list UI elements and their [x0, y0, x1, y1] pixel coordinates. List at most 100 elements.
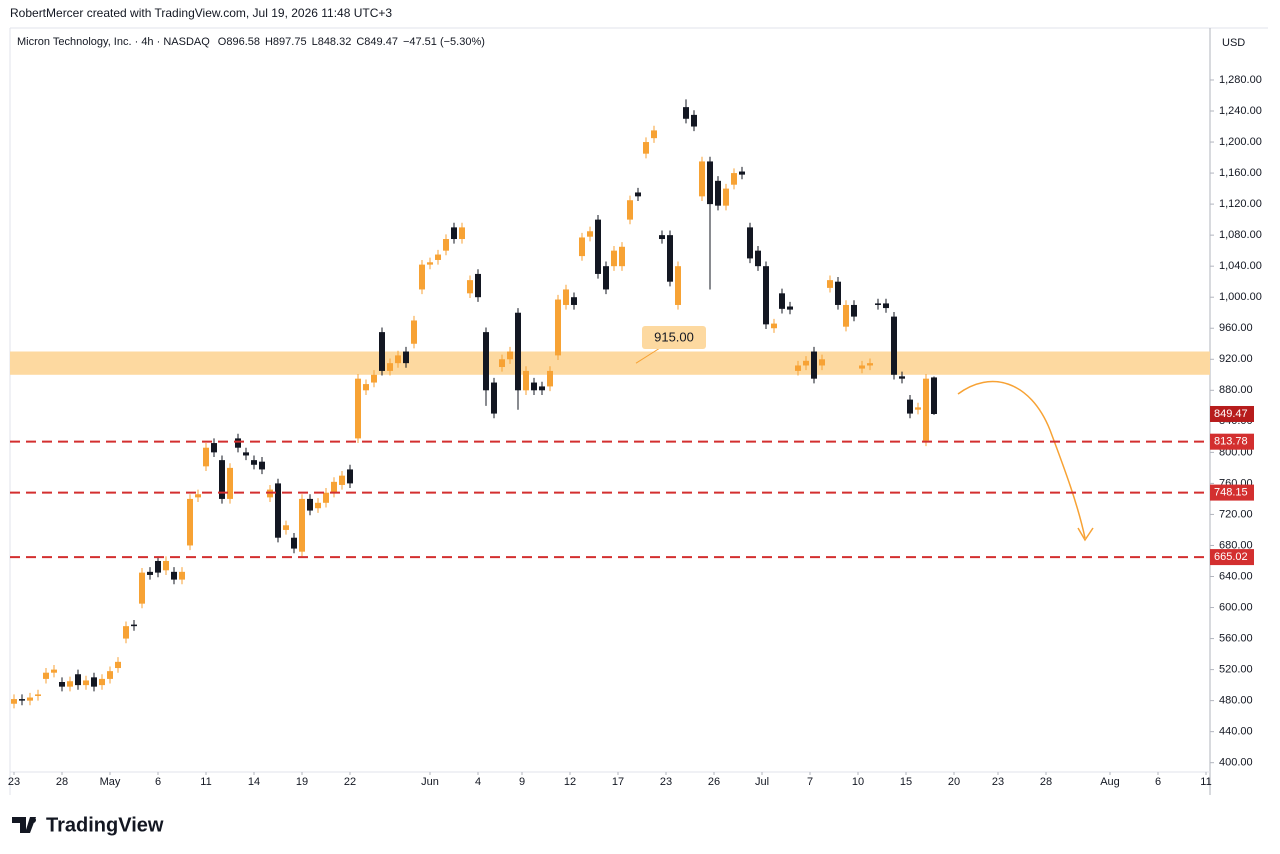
forecast-arrow — [957, 380, 1086, 539]
candle-body — [579, 237, 585, 257]
candle-body — [211, 443, 217, 453]
ohlc: L848.32 — [312, 36, 352, 48]
x-tick-label: 23 — [660, 776, 672, 788]
zone — [10, 351, 1210, 375]
candle-body — [859, 365, 865, 369]
x-tick-label: 6 — [155, 776, 161, 788]
candle-body — [803, 360, 809, 366]
x-tick-label: 28 — [56, 776, 68, 788]
candle-body — [819, 359, 825, 366]
candle-body — [171, 571, 177, 580]
candle-body — [363, 384, 369, 391]
level-label: 813.78 — [1214, 436, 1248, 448]
arrow-head — [1077, 527, 1094, 542]
candle-body — [451, 227, 457, 240]
x-tick-label: 4 — [475, 776, 481, 788]
candle-body — [771, 323, 777, 329]
y-tick-label: 1,280.00 — [1219, 74, 1262, 86]
candle-body — [699, 161, 705, 197]
candle-body — [251, 460, 257, 465]
x-tick-label: 23 — [992, 776, 1004, 788]
candle-body — [827, 280, 833, 288]
x-tick-label: 10 — [852, 776, 864, 788]
y-tick-label: 1,080.00 — [1219, 229, 1262, 241]
candle-body — [587, 231, 593, 237]
candle-body — [795, 365, 801, 371]
candle-body — [275, 483, 281, 538]
candle-body — [875, 303, 881, 305]
candle-body — [139, 572, 145, 604]
candle-body — [651, 130, 657, 139]
candle-body — [627, 200, 633, 220]
candle-body — [339, 475, 345, 485]
candle-body — [259, 461, 265, 470]
x-tick-label: 23 — [8, 776, 20, 788]
legend: Micron Technology, Inc. · 4h · NASDAQ O89… — [17, 36, 485, 48]
y-tick-label: 400.00 — [1219, 757, 1253, 769]
x-tick-label: Aug — [1100, 776, 1120, 788]
candle-body — [291, 537, 297, 549]
candle-body — [747, 227, 753, 259]
candle-body — [891, 316, 897, 375]
candle-body — [643, 142, 649, 154]
candle-body — [755, 250, 761, 267]
candle-body — [323, 492, 329, 503]
candle-body — [51, 669, 57, 673]
y-tick-label: 720.00 — [1219, 508, 1253, 520]
candle-body — [67, 681, 73, 687]
x-tick-label: 6 — [1155, 776, 1161, 788]
candle-body — [299, 498, 305, 552]
candle-body — [187, 498, 193, 546]
candle-body — [931, 377, 937, 414]
candle-body — [539, 386, 545, 391]
level-label: 665.02 — [1214, 551, 1248, 563]
y-tick-label: 880.00 — [1219, 384, 1253, 396]
candle-body — [219, 460, 225, 499]
x-tick-label: 9 — [519, 776, 525, 788]
candle-body — [443, 239, 449, 251]
y-tick-label: 1,160.00 — [1219, 167, 1262, 179]
candle-body — [35, 694, 41, 696]
currency: USD — [1222, 37, 1245, 49]
candle-body — [883, 303, 889, 309]
x-tick-label: 15 — [900, 776, 912, 788]
y-tick-label: 1,240.00 — [1219, 105, 1262, 117]
y-tick-label: 1,200.00 — [1219, 136, 1262, 148]
candle-body — [851, 304, 857, 317]
candle-body — [787, 306, 793, 310]
y-tick-label: 1,120.00 — [1219, 198, 1262, 210]
brand: TradingView — [12, 814, 164, 836]
candle-body — [491, 382, 497, 414]
brand-name: TradingView — [46, 814, 164, 836]
x-tick-label: 11 — [1200, 776, 1211, 788]
y-tick-label: 440.00 — [1219, 726, 1253, 738]
candle-body — [915, 407, 921, 410]
candle-body — [123, 626, 129, 639]
zone-label-box — [642, 326, 706, 349]
level-tag — [1210, 549, 1254, 566]
x-tick-label: 26 — [708, 776, 720, 788]
ohlc: O896.58 — [218, 36, 260, 48]
candle-body — [531, 382, 537, 391]
ohlc: H897.75 — [265, 36, 307, 48]
candle-body — [195, 494, 201, 498]
x-tick-label: Jun — [421, 776, 439, 788]
change: −47.51 (−5.30%) — [403, 36, 485, 48]
x-tick-label: Jul — [755, 776, 769, 788]
candle-body — [403, 351, 409, 364]
x-tick-label: 17 — [612, 776, 624, 788]
candle-body — [563, 289, 569, 305]
candle-body — [107, 671, 113, 679]
candle-body — [347, 469, 353, 484]
candle-body — [83, 680, 89, 686]
level-tag — [1210, 484, 1254, 501]
candle-body — [427, 262, 433, 265]
candle-body — [467, 280, 473, 294]
candle-body — [899, 376, 905, 379]
last-price-tag — [1210, 405, 1254, 422]
x-tick-label: 19 — [296, 776, 308, 788]
candle-body — [243, 452, 249, 456]
x-tick-label: May — [100, 776, 121, 788]
candle-body — [483, 332, 489, 391]
